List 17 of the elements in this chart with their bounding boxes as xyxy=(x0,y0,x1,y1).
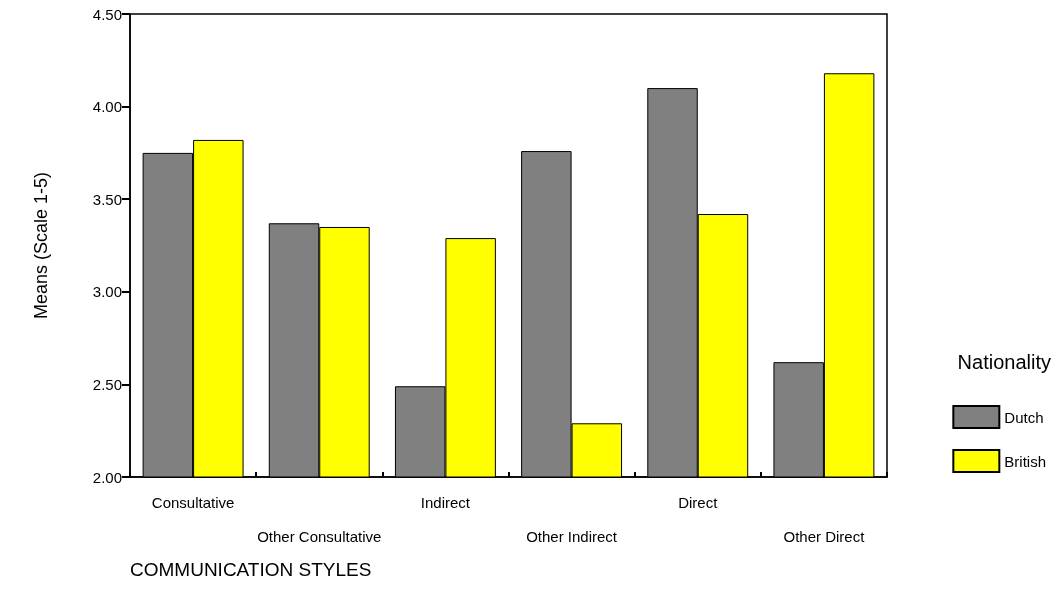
x-tick-label: Indirect xyxy=(420,493,471,511)
y-tick-label: 2.50 xyxy=(92,375,122,393)
y-axis-title: Means (Scale 1-5) xyxy=(31,171,51,320)
x-tick-label: Other Indirect xyxy=(526,527,618,545)
x-tick-label: Other Consultative xyxy=(257,527,382,545)
legend-title: Nationality xyxy=(957,351,1052,373)
y-tick-label: 4.50 xyxy=(92,5,122,23)
y-tick-label: 2.00 xyxy=(92,468,122,486)
y-tick-label: 4.00 xyxy=(92,98,122,116)
x-tick-label: Other Direct xyxy=(783,527,866,545)
x-tick-label: Consultative xyxy=(151,493,235,511)
legend-label: Dutch xyxy=(1004,408,1044,426)
x-axis-title: COMMUNICATION STYLES xyxy=(130,559,372,580)
y-tick-label: 3.00 xyxy=(92,283,122,301)
y-tick-label: 3.50 xyxy=(92,190,122,208)
legend-label: British xyxy=(1004,452,1047,470)
x-tick-label: Direct xyxy=(678,493,719,511)
